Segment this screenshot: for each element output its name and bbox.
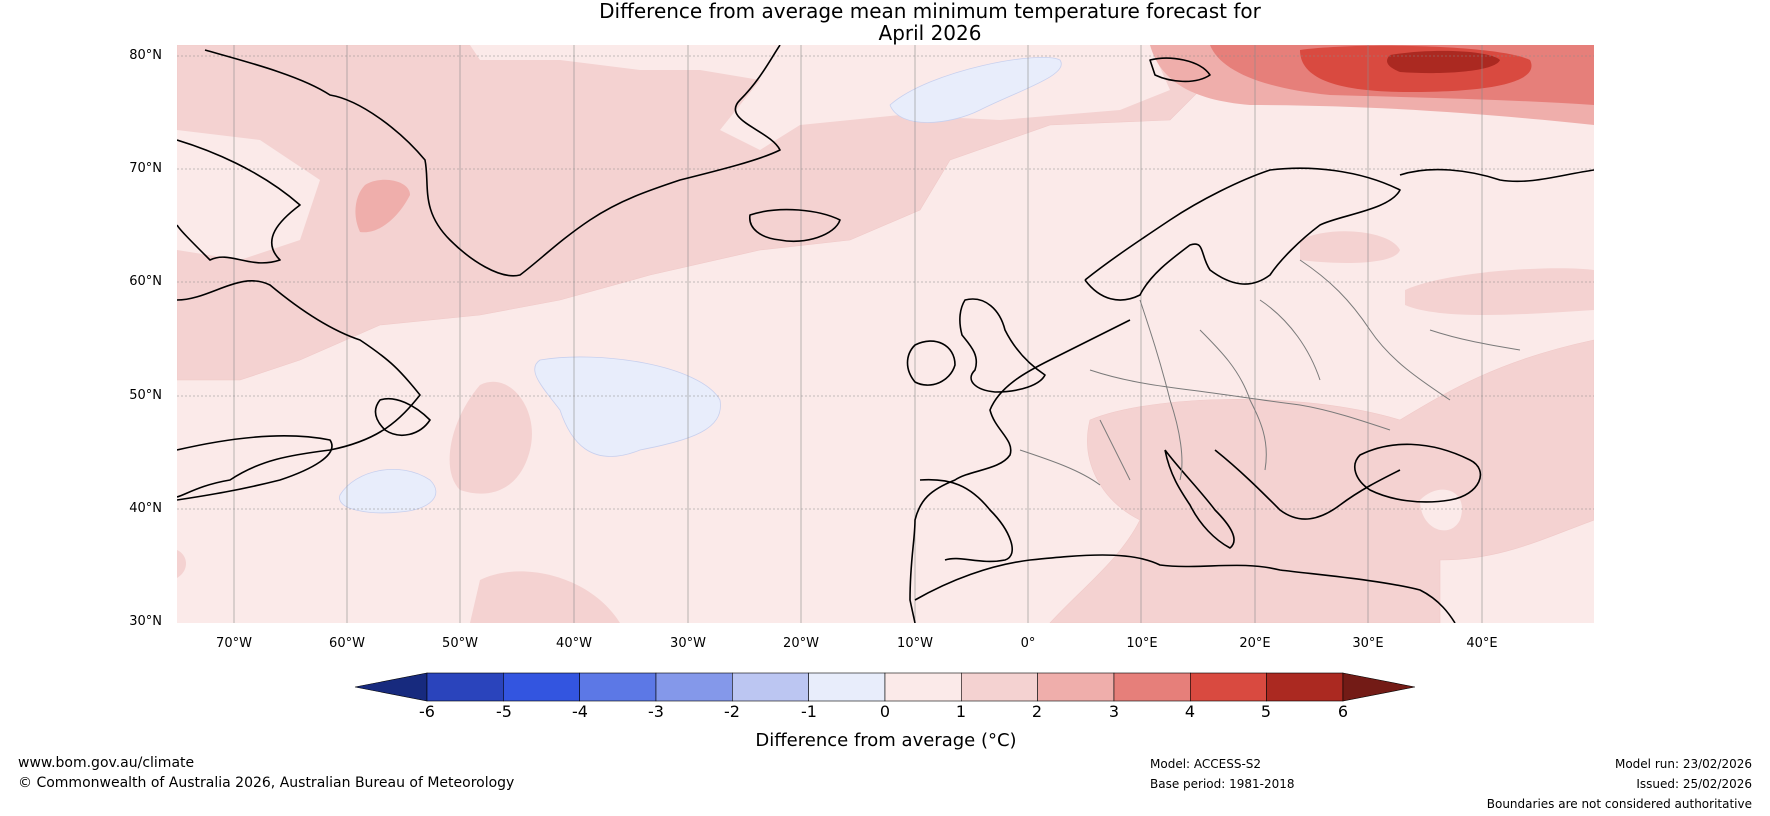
colorbar-extend-min (354, 672, 428, 702)
russia-north-coast (1399, 168, 1594, 183)
colorbar-extend-max (1342, 672, 1416, 702)
colorbar-tick: 3 (1108, 702, 1120, 721)
colorbar-segment (1113, 672, 1191, 702)
anomaly-minus1-0-patch-2 (534, 356, 721, 457)
anomaly-1-2-far-southwest (177, 550, 187, 578)
anomaly-2-3-labrador (355, 179, 410, 233)
lat-label-30n: 30°N (129, 614, 162, 629)
colorbar-segment (732, 672, 809, 702)
baffin-coast (177, 139, 301, 264)
colorbar-tick: 2 (1031, 702, 1043, 721)
lat-label-40n: 40°N (129, 501, 162, 516)
colorbar-segment (808, 672, 886, 702)
lon-label-60w: 60°W (329, 636, 365, 651)
anomaly-0-1-patch-labrador (177, 130, 320, 260)
anomaly-1-2-scandinavia (1300, 231, 1400, 263)
anomaly-1-2-mid-atlantic (449, 381, 532, 494)
lon-label-40w: 40°W (556, 636, 592, 651)
lat-label-70n: 70°N (129, 161, 162, 176)
coastlines (177, 45, 1594, 623)
lat-label-80n: 80°N (129, 48, 162, 63)
footer-issued: Issued: 25/02/2026 (1636, 777, 1752, 791)
footer-website: www.bom.gov.au/climate (18, 755, 195, 771)
footer-model-run: Model run: 23/02/2026 (1614, 757, 1752, 771)
colorbar (354, 672, 1416, 702)
scandinavia-coast (1084, 167, 1401, 301)
colorbar-tick: -6 (419, 702, 435, 721)
canada-east-coast (177, 435, 333, 501)
colorbar-segment (1190, 672, 1267, 702)
footer-copyright: © Commonwealth of Australia 2026, Austra… (18, 775, 515, 791)
colorbar-segment (961, 672, 1038, 702)
ireland-coast (906, 340, 956, 386)
footer-model: Model: ACCESS-S2 (1150, 757, 1262, 771)
colorbar-tick: -2 (724, 702, 740, 721)
lon-label-30e: 30°E (1352, 636, 1384, 651)
lon-label-0: 0° (1020, 636, 1036, 651)
colorbar-segment (579, 672, 657, 702)
labrador-coast (177, 280, 421, 498)
colorbar-segment (426, 672, 504, 702)
colorbar-segment (655, 672, 733, 702)
anomaly-1-2-south-atlantic (470, 571, 620, 623)
balkans-coast (1214, 449, 1401, 520)
colorbar-segment (1037, 672, 1115, 702)
colorbar-tick: 6 (1337, 702, 1349, 721)
colorbar-tick: 1 (955, 702, 967, 721)
colorbar-segment (884, 672, 962, 702)
black-sea-coast (1354, 443, 1482, 503)
colorbar-label: Difference from average (°C) (755, 730, 1017, 751)
north-africa-coast (914, 554, 1456, 623)
lon-label-20w: 20°W (783, 636, 819, 651)
colorbar-tick: -3 (648, 702, 664, 721)
lon-label-20e: 20°E (1239, 636, 1271, 651)
colorbar-tick: -1 (801, 702, 817, 721)
svalbard-coast (1149, 57, 1211, 83)
lat-label-60n: 60°N (129, 274, 162, 289)
europe-west-coast (909, 319, 1131, 623)
colorbar-tick: -4 (572, 702, 588, 721)
map-title-line-2: April 2026 (878, 21, 982, 45)
map-title-line-1: Difference from average mean minimum tem… (599, 0, 1261, 23)
italy-coast (1164, 449, 1235, 549)
footer-disclaimer: Boundaries are not considered authoritat… (1486, 797, 1752, 811)
map-area (177, 45, 1594, 623)
iberia-coast (919, 478, 1014, 563)
greenland-coast (204, 45, 781, 277)
iceland-coast (749, 208, 841, 243)
colorbar-segment (503, 672, 580, 702)
newfoundland-coast (374, 398, 431, 436)
lon-label-40e: 40°E (1466, 636, 1498, 651)
colorbar-tick: -5 (496, 702, 512, 721)
lon-label-10e: 10°E (1126, 636, 1158, 651)
great-britain-coast (959, 298, 1046, 393)
anomaly-minus1-0-patch-1 (889, 57, 1062, 123)
anomaly-5-6-barents (1387, 50, 1500, 74)
anomaly-minus1-0-patch-3 (339, 468, 437, 514)
lon-label-10w: 10°W (897, 636, 933, 651)
anomaly-1-2-russia (1405, 268, 1594, 315)
colorbar-segment (1266, 672, 1344, 702)
colorbar-tick: 0 (879, 702, 891, 721)
lon-label-30w: 30°W (670, 636, 706, 651)
lat-label-50n: 50°N (129, 388, 162, 403)
footer-base-period: Base period: 1981-2018 (1150, 777, 1295, 791)
lon-label-70w: 70°W (216, 636, 252, 651)
anomaly-1-2-mediterranean (1049, 339, 1594, 623)
country-borders (1019, 259, 1521, 486)
lon-label-50w: 50°W (442, 636, 478, 651)
colorbar-tick: 5 (1260, 702, 1272, 721)
colorbar-tick: 4 (1184, 702, 1196, 721)
